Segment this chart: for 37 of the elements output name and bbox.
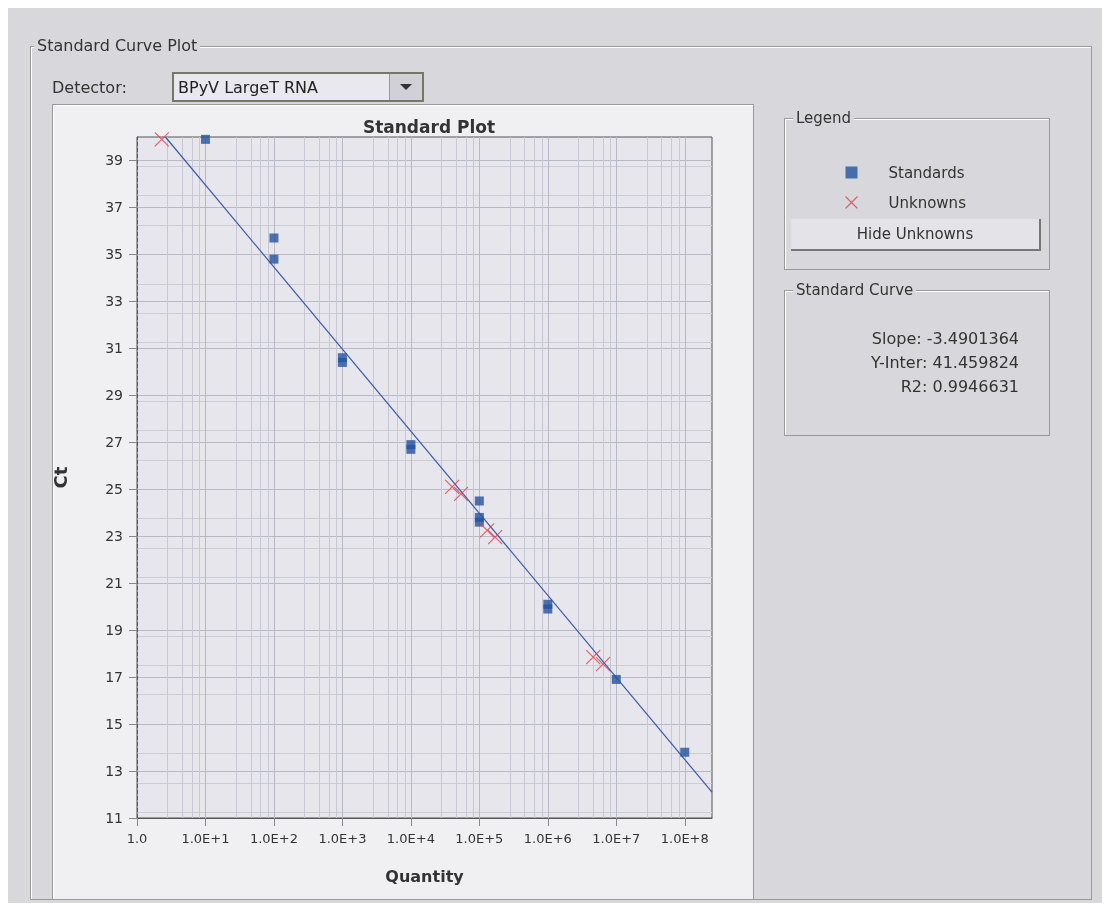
x-tick-label: 1.0E+1	[181, 831, 230, 846]
text: Slope: -3.4901364	[871, 328, 1019, 350]
x-tick-label: 1.0E+3	[318, 831, 367, 846]
y-tick-label: 17	[105, 669, 123, 686]
y-axis-title: Ct	[49, 466, 71, 489]
x-tick-label: 1.0E+2	[249, 831, 298, 846]
text: Standard Curve	[793, 281, 917, 299]
y-tick-label: 33	[105, 293, 123, 310]
legend-title: Legend	[793, 109, 855, 127]
y-tick-label: 15	[105, 716, 123, 733]
y-tick-label: 39	[105, 152, 123, 169]
x-tick-label: 1.0E+8	[660, 831, 709, 846]
y-tick-label: 35	[105, 246, 123, 263]
text: R2: 0.9946631	[899, 376, 1019, 398]
y-tick-label: 27	[105, 434, 123, 451]
legend-label: Standards	[888, 163, 965, 182]
y-tick-label: 37	[105, 199, 123, 216]
text: Standard Curve Plot	[34, 36, 201, 55]
y-tick-label: 11	[105, 810, 123, 826]
legend-label: Unknowns	[888, 193, 967, 212]
y-tick-label: 19	[105, 622, 123, 639]
y-tick-label: 21	[105, 575, 123, 592]
x-tick-label: 1.0	[126, 831, 148, 846]
text: Detector:	[52, 78, 127, 97]
x-tick-label: 1.0E+7	[592, 831, 641, 846]
text: Y-Inter: 41.459824	[871, 352, 1019, 374]
y-tick-label: 13	[105, 763, 123, 780]
y-tick-label: 23	[105, 528, 123, 545]
chart-title: Standard Plot	[362, 116, 496, 137]
y-tick-label: 31	[105, 340, 123, 357]
y-tick-label: 29	[105, 387, 123, 404]
y-tick-label: 25	[105, 481, 123, 498]
text: BPyV LargeT RNA	[178, 78, 319, 97]
x-tick-label: 1.0E+5	[455, 831, 504, 846]
x-tick-label: 1.0E+4	[386, 831, 435, 846]
x-axis-title: Quantity	[385, 866, 465, 886]
x-tick-label: 1.0E+6	[523, 831, 572, 846]
